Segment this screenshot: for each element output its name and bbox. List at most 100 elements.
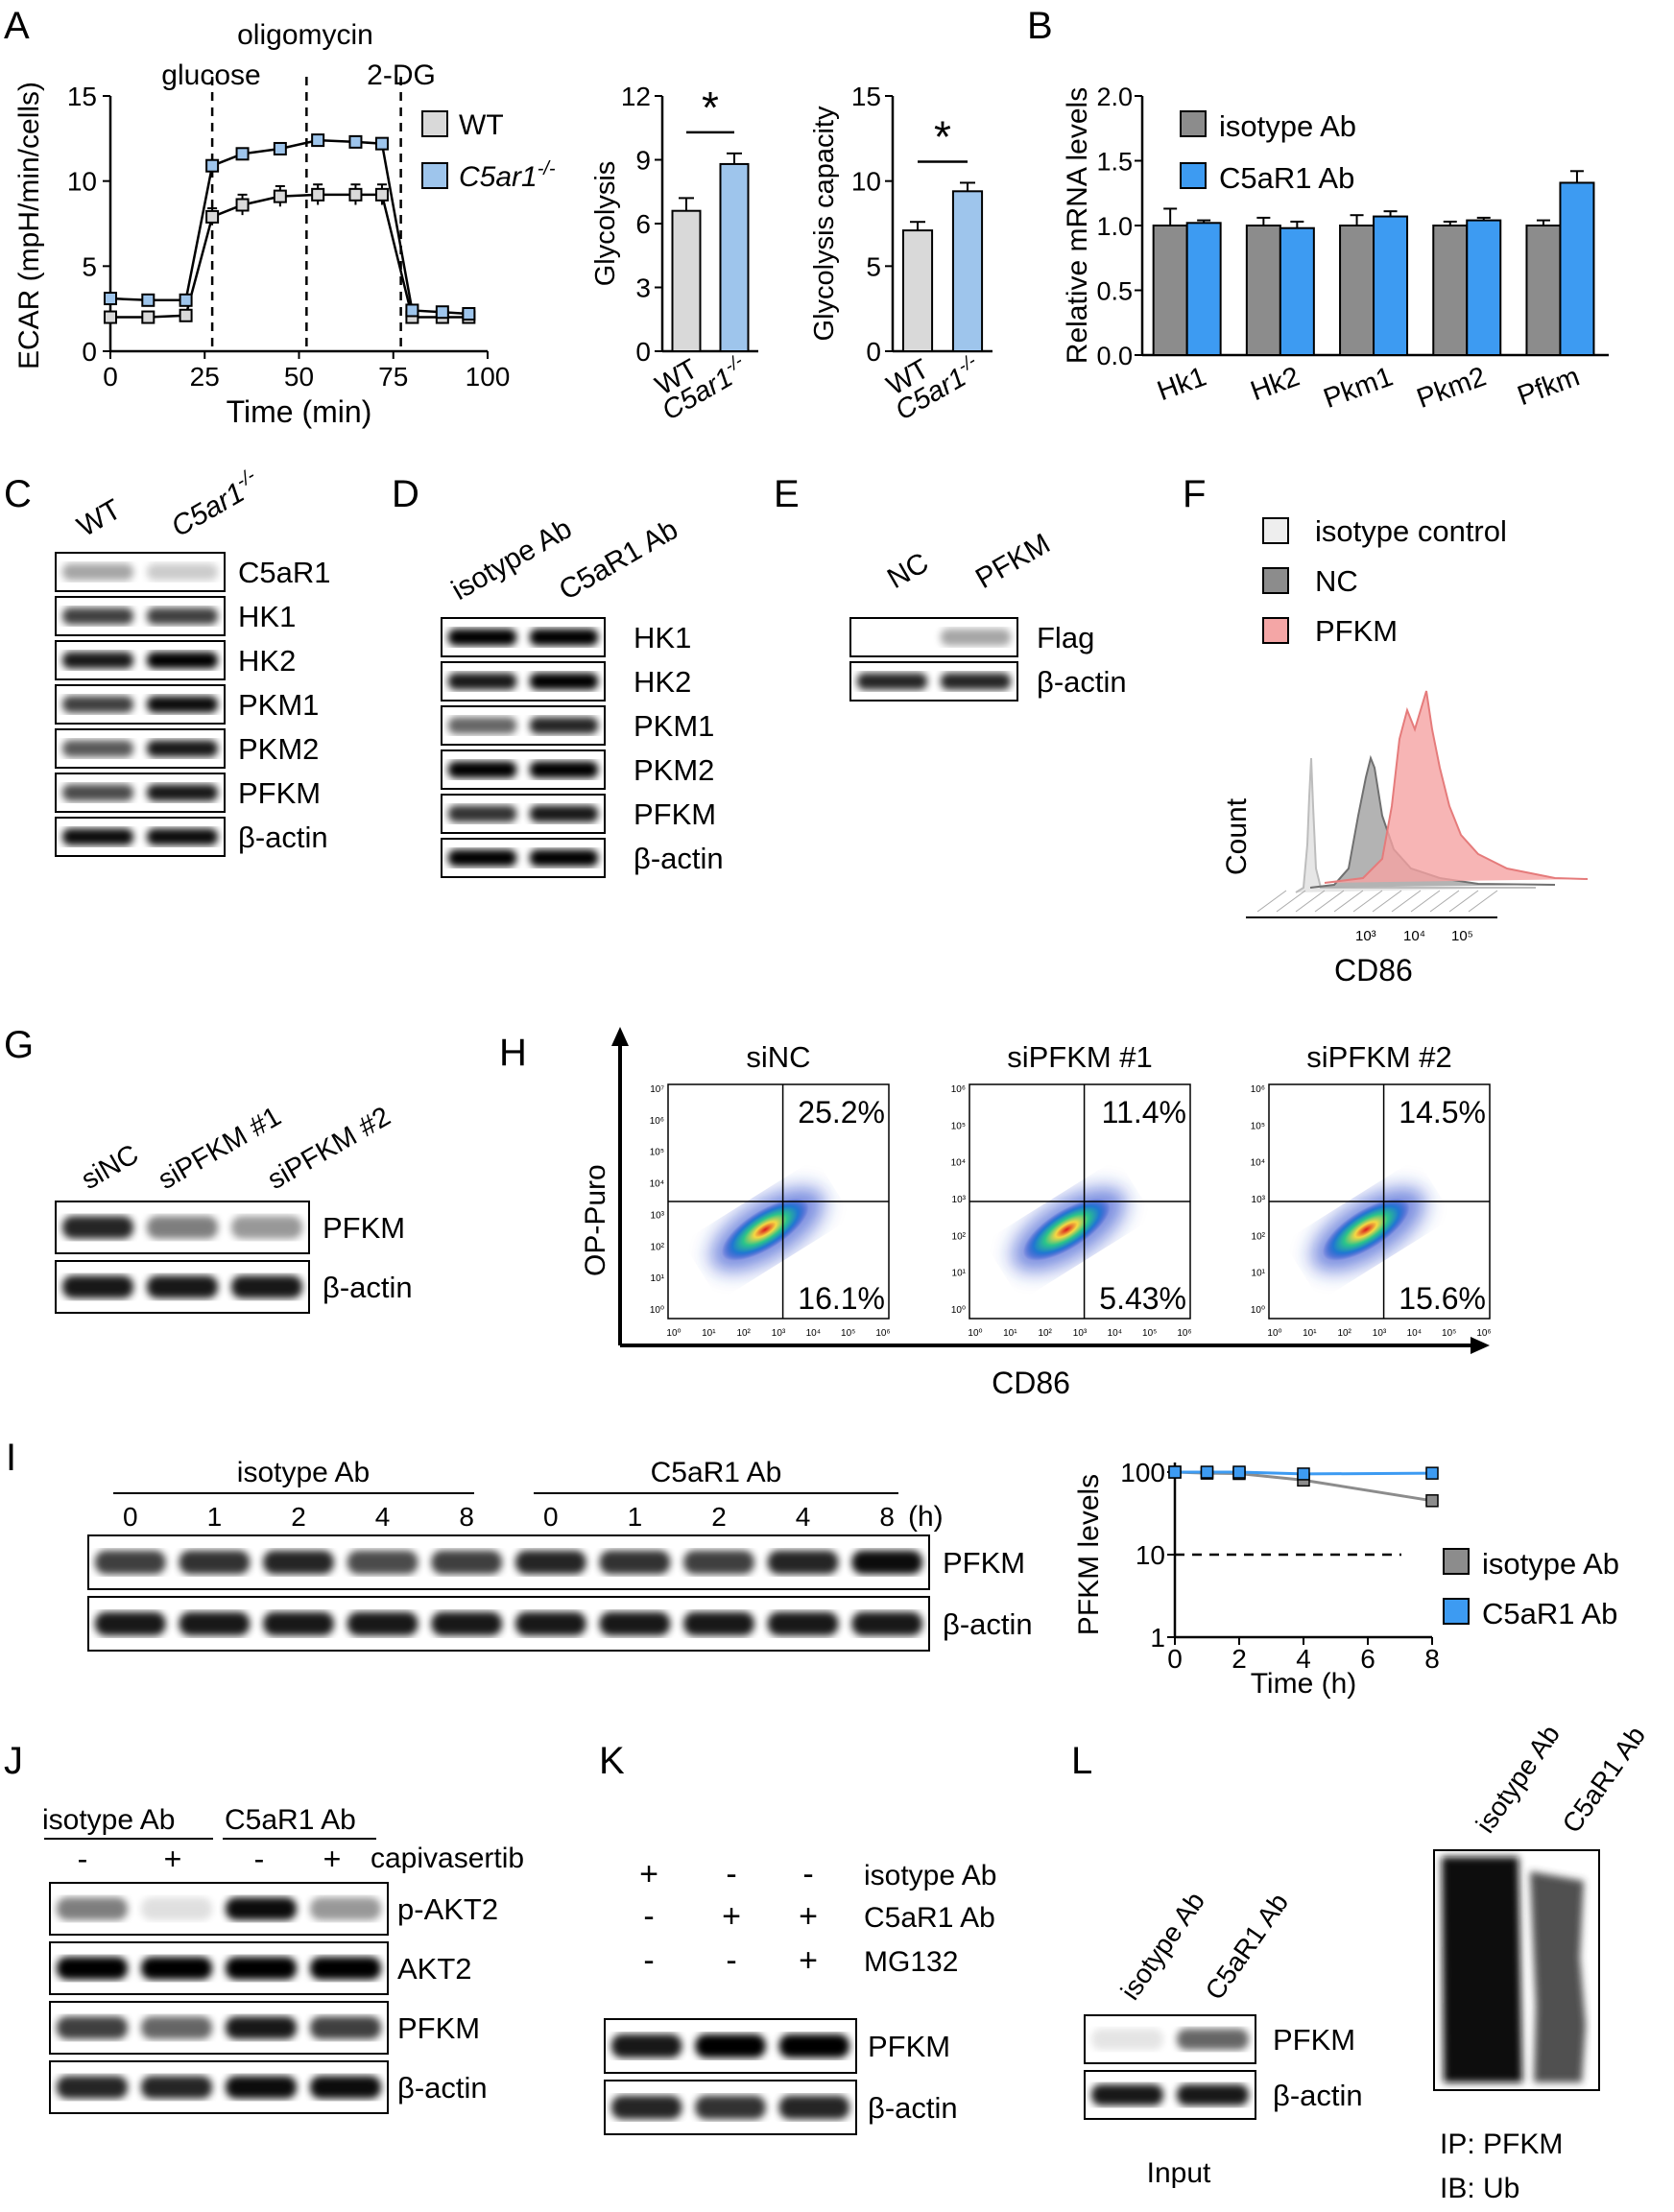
blot-label: PFKM (634, 797, 716, 831)
band (1177, 2084, 1249, 2105)
time-unit: (h) (908, 1501, 944, 1533)
h-xlabel: CD86 (992, 1366, 1070, 1400)
x-tick-label: 10² (1038, 1328, 1052, 1339)
y-tick-label: 10⁷ (650, 1084, 664, 1095)
y-tick-label: 10⁵ (951, 1121, 966, 1131)
blot-stack-e: Flag β-actin (849, 617, 1127, 702)
l-ip-col-isotype: isotype Ab (1471, 1720, 1566, 1839)
band (447, 805, 517, 822)
histogram-isotype-control (1295, 757, 1536, 893)
band (310, 1897, 381, 1920)
y-axis-label: Glycolysis capacity (809, 106, 840, 341)
x-tick-label: 4 (1296, 1644, 1311, 1674)
series-line-0 (110, 193, 469, 319)
k-sign-1-2: + (799, 1898, 818, 1935)
blot-label: PKM2 (238, 732, 319, 766)
data-point (1168, 1465, 1182, 1479)
band (851, 1550, 922, 1575)
data-point (141, 310, 155, 324)
significance-star: * (702, 83, 719, 132)
cd86-histogram: 10³ 10⁴ 10⁵ Count CD86 (1221, 690, 1589, 987)
data-point (1425, 1466, 1439, 1480)
band (147, 784, 218, 801)
legend-swatch-i-c5ar1 (1443, 1598, 1470, 1625)
data-point (348, 187, 363, 202)
time-label-9: 8 (879, 1502, 895, 1532)
upper-right-pct-0: 25.2% (798, 1095, 885, 1130)
group-isotype: isotype Ab (237, 1457, 370, 1488)
x-tick-label: 50 (284, 362, 314, 392)
band (179, 1550, 251, 1575)
upper-right-pct-1: 11.4% (1102, 1095, 1186, 1130)
blot-label: PFKM (943, 1546, 1025, 1580)
band (515, 1550, 586, 1575)
x-tick-label: 100 (466, 362, 511, 392)
k-sign-2-1: - (726, 1942, 736, 1979)
y-tick-label: 1.5 (1096, 148, 1133, 177)
significance-star: * (934, 111, 951, 161)
data-point (235, 198, 250, 212)
band (147, 828, 218, 845)
band (147, 696, 218, 713)
y-tick-label: 10¹ (1252, 1269, 1266, 1279)
flow-title-1: siPFKM #1 (1007, 1040, 1153, 1074)
blot-label: β-actin (323, 1271, 413, 1304)
y-tick-label: 12 (621, 82, 651, 111)
data-point (374, 136, 389, 151)
time-label-7: 2 (711, 1502, 727, 1532)
band (62, 1275, 133, 1298)
legend-isotype-control: isotype control (1315, 514, 1507, 548)
time-label-2: 2 (291, 1502, 306, 1532)
y-tick-label: 10¹ (651, 1273, 665, 1284)
time-label-1: 1 (207, 1502, 223, 1532)
data-point (1200, 1465, 1214, 1479)
band (778, 2034, 850, 2058)
band (141, 1957, 212, 1980)
data-point (179, 293, 193, 307)
data-point (235, 147, 250, 161)
panel-letter-e: E (774, 473, 800, 515)
ecar-line-chart: 0 5 10 15 0 25 50 75 100 Time (min) ECAR (mpH/min/… (13, 77, 510, 429)
data-point (205, 209, 220, 224)
y-tick-label: 10 (1136, 1540, 1165, 1570)
k-condition-label-2: MG132 (864, 1946, 958, 1978)
col-pfkm: PFKM (970, 528, 1056, 595)
panel-letter-i: I (6, 1437, 16, 1479)
upper-right-pct-2: 14.5% (1399, 1095, 1486, 1130)
y-tick-label: 10² (1252, 1231, 1266, 1242)
x-tick-label: 10⁰ (666, 1328, 681, 1339)
x-tick-label: 10⁴ (1407, 1328, 1422, 1339)
histogram-xlabel: CD86 (1334, 953, 1413, 987)
time-label-8: 4 (796, 1502, 811, 1532)
time-label-4: 8 (459, 1502, 474, 1532)
y-tick-label: 10 (67, 167, 97, 197)
x-tick-label: 10² (1337, 1328, 1351, 1339)
histogram-pfkm (1324, 690, 1589, 884)
band (57, 1957, 128, 1980)
y-tick-label: 10³ (952, 1195, 967, 1205)
legend-isotype: isotype Ab (1219, 109, 1356, 143)
band (179, 1611, 251, 1636)
x-tick-label: 0 (1167, 1644, 1183, 1674)
x-tick-label: 10³ (1373, 1328, 1387, 1339)
y-tick-label: 5 (82, 251, 97, 281)
blot-stack-d: HK1 HK2 PKM1 PKM2 PFKM β-actin (441, 617, 724, 878)
band (683, 1550, 754, 1575)
band (95, 1550, 166, 1575)
lower-right-pct-2: 15.6% (1399, 1281, 1486, 1316)
band (610, 2034, 682, 2058)
bar-Pkm1-0 (1339, 225, 1375, 356)
blot-label: HK1 (238, 600, 296, 633)
band (310, 2076, 381, 2099)
x-tick-label: 10² (736, 1328, 751, 1339)
band (95, 1611, 166, 1636)
band (226, 1897, 297, 1920)
histogram-tick-5: 10⁵ (1451, 928, 1473, 944)
legend-swatch-i-isotype (1443, 1548, 1470, 1575)
blot-label: C5aR1 (238, 556, 331, 589)
col-ko: C5ar1-/- (165, 464, 266, 543)
